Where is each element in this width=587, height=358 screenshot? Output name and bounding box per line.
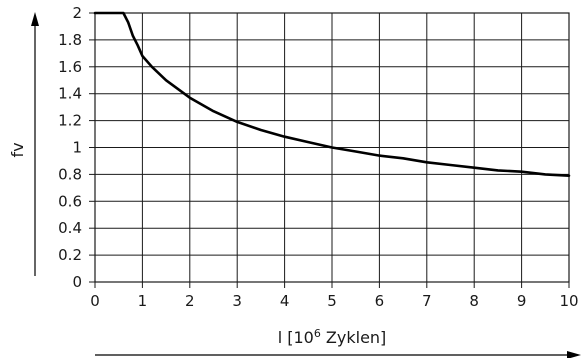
series-line <box>93 11 571 177</box>
y-tick-label: 1 <box>72 139 82 157</box>
x-tick-label: 2 <box>185 292 195 310</box>
y-axis-label: fv <box>8 142 27 157</box>
x-tick-label: 4 <box>280 292 290 310</box>
grid <box>89 12 570 288</box>
x-axis-arrowhead <box>567 351 581 358</box>
y-tick-label: 1.4 <box>58 85 82 103</box>
y-tick-label: 1.6 <box>58 58 82 76</box>
y-tick-label: 0.4 <box>58 219 82 237</box>
y-tick-label: 1.8 <box>58 31 82 49</box>
x-tick-label: 5 <box>327 292 337 310</box>
x-tick-label: 7 <box>422 292 432 310</box>
x-tick-label: 3 <box>232 292 242 310</box>
x-axis-label-sup: 6 <box>314 327 321 340</box>
x-tick-label: 8 <box>469 292 479 310</box>
x-tick-label: 0 <box>90 292 100 310</box>
y-tick-label: 0.8 <box>58 165 82 183</box>
y-tick-label: 0 <box>72 273 82 291</box>
x-tick-label: 9 <box>517 292 527 310</box>
y-tick-labels: 0 0.2 0.4 0.6 0.8 1 1.2 1.4 1.6 1.8 2 <box>58 4 82 291</box>
y-axis-arrowhead <box>31 12 39 26</box>
y-tick-label: 0.2 <box>58 246 82 264</box>
x-tick-label: 1 <box>138 292 148 310</box>
x-tick-label: 10 <box>559 292 578 310</box>
x-axis-label-main: l [10 <box>278 328 314 347</box>
x-axis-label: l [106 Zyklen] <box>278 327 387 348</box>
x-axis-label-suffix: Zyklen] <box>321 328 386 347</box>
x-tick-labels: 0 1 2 3 4 5 6 7 8 9 10 <box>90 292 578 310</box>
y-tick-label: 1.2 <box>58 112 82 130</box>
y-tick-label: 2 <box>72 4 82 22</box>
plot-frame <box>94 12 570 283</box>
x-tick-label: 6 <box>375 292 385 310</box>
y-tick-label: 0.6 <box>58 192 82 210</box>
